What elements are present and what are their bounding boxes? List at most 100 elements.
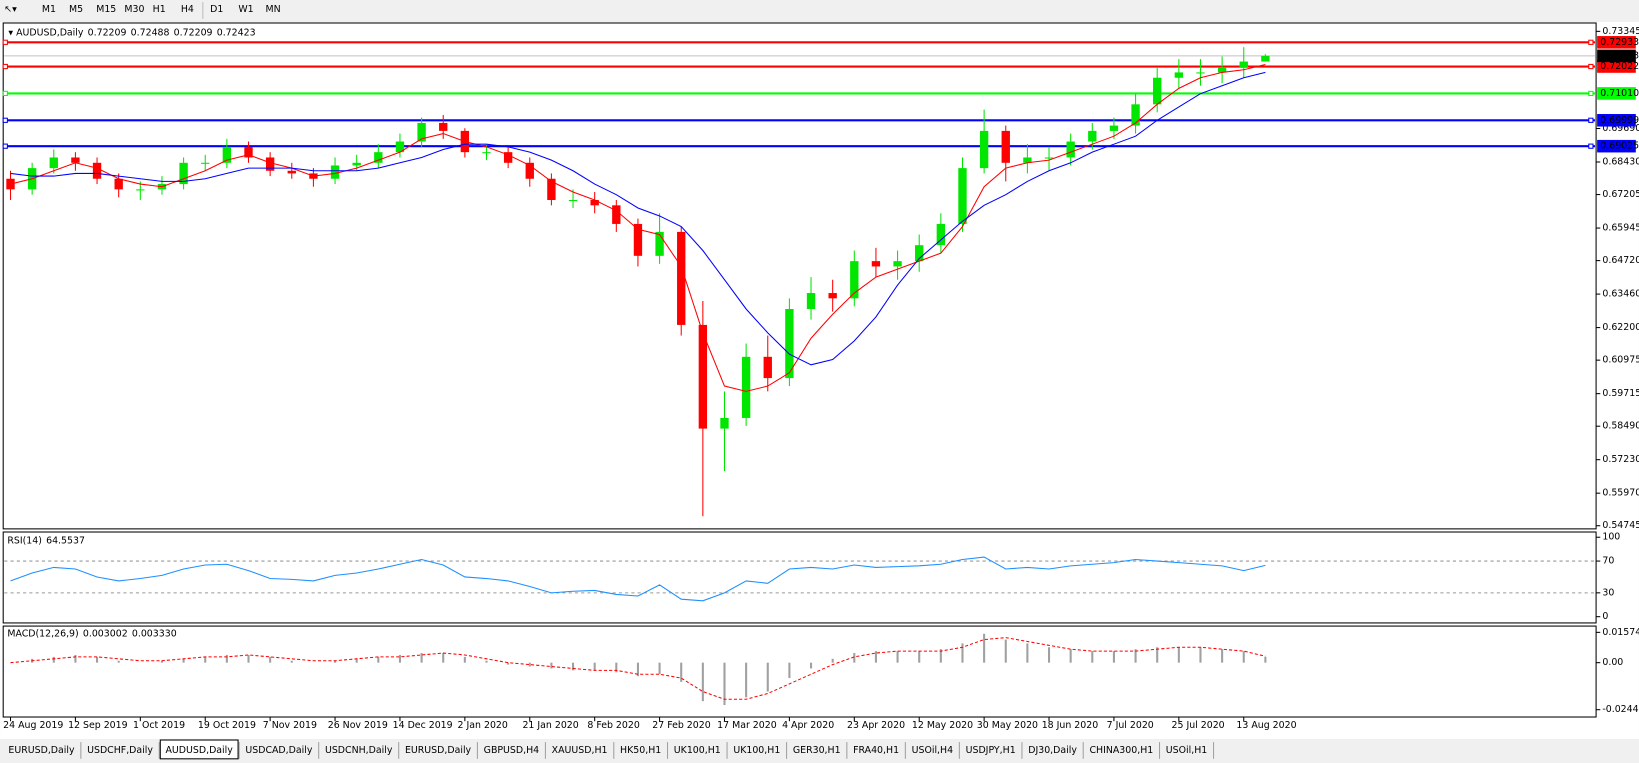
candle-body: [677, 231, 686, 325]
level-price-label: 0.69999: [1600, 115, 1639, 126]
timeframe-button[interactable]: D1: [210, 4, 223, 15]
tab-label[interactable]: USOil,H1: [1166, 745, 1207, 756]
tab-label[interactable]: XAUUSD,H1: [552, 745, 608, 756]
candle-body: [590, 200, 599, 206]
timeframe-button[interactable]: W1: [238, 4, 253, 15]
x-tick-label: 4 Apr 2020: [782, 720, 834, 731]
tab-label[interactable]: USDCHF,Daily: [87, 745, 153, 756]
y-tick-label: 0.54745: [1602, 520, 1639, 531]
level-handle: [2, 143, 8, 149]
tab-label[interactable]: AUDUSD,Daily: [166, 745, 234, 756]
tab[interactable]: USDCNH,Daily: [319, 740, 400, 759]
tab[interactable]: UK100,H1: [668, 740, 728, 759]
x-tick-label: 26 Nov 2019: [328, 720, 388, 731]
level-handle: [2, 63, 8, 70]
tab-background: [159, 739, 239, 760]
x-tick-label: 7 Jul 2020: [1107, 720, 1154, 731]
signal-line: [10, 637, 1266, 700]
y-tick-label: 0.00: [1602, 657, 1623, 668]
candle-body: [893, 261, 902, 267]
candle-body: [915, 245, 924, 262]
header-value: 0.72488: [131, 27, 170, 38]
tab-label[interactable]: USDCAD,Daily: [245, 745, 312, 756]
x-tick-label: 23 Apr 2020: [847, 720, 905, 731]
tab-label[interactable]: GER30,H1: [793, 745, 841, 756]
tab-label[interactable]: UK100,H1: [674, 745, 721, 756]
tab[interactable]: FRA40,H1: [847, 740, 906, 759]
tab[interactable]: HK50,H1: [614, 740, 669, 759]
indicator-name: MACD(12,26,9): [7, 628, 78, 639]
candle-body: [1153, 77, 1162, 105]
tab-label[interactable]: UK100,H1: [733, 745, 780, 756]
tab-label[interactable]: USDCNH,Daily: [325, 745, 393, 756]
candle-body: [503, 152, 513, 163]
price-panel: [2, 22, 1597, 530]
timeframe-button[interactable]: M5: [69, 4, 83, 15]
x-tick-label: 12 Sep 2019: [68, 720, 128, 731]
tab-label[interactable]: GBPUSD,H4: [484, 745, 539, 756]
tab-label[interactable]: HK50,H1: [620, 745, 661, 756]
tab-background: [3, 740, 80, 759]
tab-label[interactable]: CHINA300,H1: [1089, 745, 1153, 756]
candle-body: [1261, 55, 1270, 62]
tab-label[interactable]: USOil,H4: [912, 745, 953, 756]
y-tick-label: -0.024412: [1602, 704, 1639, 715]
y-tick-label: 70: [1602, 556, 1614, 567]
tab-label[interactable]: USDJPY,H1: [966, 745, 1016, 756]
level-handle: [1588, 143, 1594, 149]
candle-body: [525, 162, 534, 179]
x-tick-label: 24 Aug 2019: [3, 720, 63, 731]
candle-body: [395, 141, 405, 153]
tab[interactable]: USDJPY,H1: [960, 740, 1023, 759]
tab[interactable]: CHINA300,H1: [1084, 740, 1161, 759]
tab[interactable]: UK100,H1: [728, 740, 788, 759]
indicator-header: RSI(14) 64.5537: [7, 535, 85, 546]
tab-background: [399, 740, 477, 759]
indicator-header: MACD(12,26,9) 0.003002 0.003330: [7, 628, 176, 639]
tab[interactable]: GBPUSD,H4: [478, 740, 546, 759]
tab[interactable]: EURUSD,Daily: [399, 740, 478, 759]
y-tick-label: 0.60975: [1602, 355, 1639, 366]
y-tick-label: 0.58490: [1602, 421, 1639, 432]
tab[interactable]: AUDUSD,Daily: [159, 739, 240, 760]
y-tick-label: 0.68430: [1602, 156, 1639, 167]
candle-body: [1239, 61, 1248, 68]
level-price-box: [1597, 114, 1636, 127]
x-tick-label: 7 Nov 2019: [263, 720, 317, 731]
y-tick-label: 0.59715: [1602, 388, 1639, 399]
tab[interactable]: EURUSD,Daily: [3, 740, 82, 759]
indicator-value: 0.003002: [83, 628, 128, 639]
timeframe-button[interactable]: M30: [124, 4, 144, 15]
tab[interactable]: USOil,H1: [1160, 740, 1215, 759]
level-handle: [2, 90, 8, 97]
tab-label[interactable]: EURUSD,Daily: [405, 745, 472, 756]
tab[interactable]: USDCAD,Daily: [240, 740, 320, 759]
timeframe-button[interactable]: MN: [266, 4, 281, 15]
x-tick-label: 18 Jun 2020: [1042, 720, 1099, 731]
tab[interactable]: USDCHF,Daily: [81, 740, 160, 759]
current-price-box: [1597, 49, 1636, 63]
tab[interactable]: XAUUSD,H1: [546, 740, 615, 759]
y-tick-label: 0: [1602, 611, 1608, 622]
tab[interactable]: USOil,H4: [906, 740, 960, 759]
x-tick-label: 30 May 2020: [977, 720, 1038, 731]
rsi-panel: [2, 531, 1597, 624]
timeframe-button[interactable]: M1: [42, 4, 56, 15]
tab-label[interactable]: DJ30,Daily: [1028, 745, 1077, 756]
candle-body: [1001, 130, 1010, 163]
candle-body: [633, 223, 643, 256]
candle-body: [741, 356, 751, 418]
level-handle: [2, 117, 8, 123]
x-tick-label: 19 Oct 2019: [198, 720, 256, 731]
level-handle: [1588, 63, 1594, 70]
tab-label[interactable]: EURUSD,Daily: [8, 745, 75, 756]
y-tick-label: 30: [1602, 587, 1614, 598]
level-handle: [1588, 117, 1594, 123]
timeframe-button[interactable]: M15: [96, 4, 116, 15]
timeframe-button[interactable]: H1: [153, 4, 166, 15]
timeframe-button[interactable]: H4: [181, 4, 194, 15]
tab[interactable]: DJ30,Daily: [1023, 740, 1084, 759]
candle-body: [374, 152, 383, 163]
tab-label[interactable]: FRA40,H1: [853, 745, 899, 756]
tab[interactable]: GER30,H1: [787, 740, 848, 759]
